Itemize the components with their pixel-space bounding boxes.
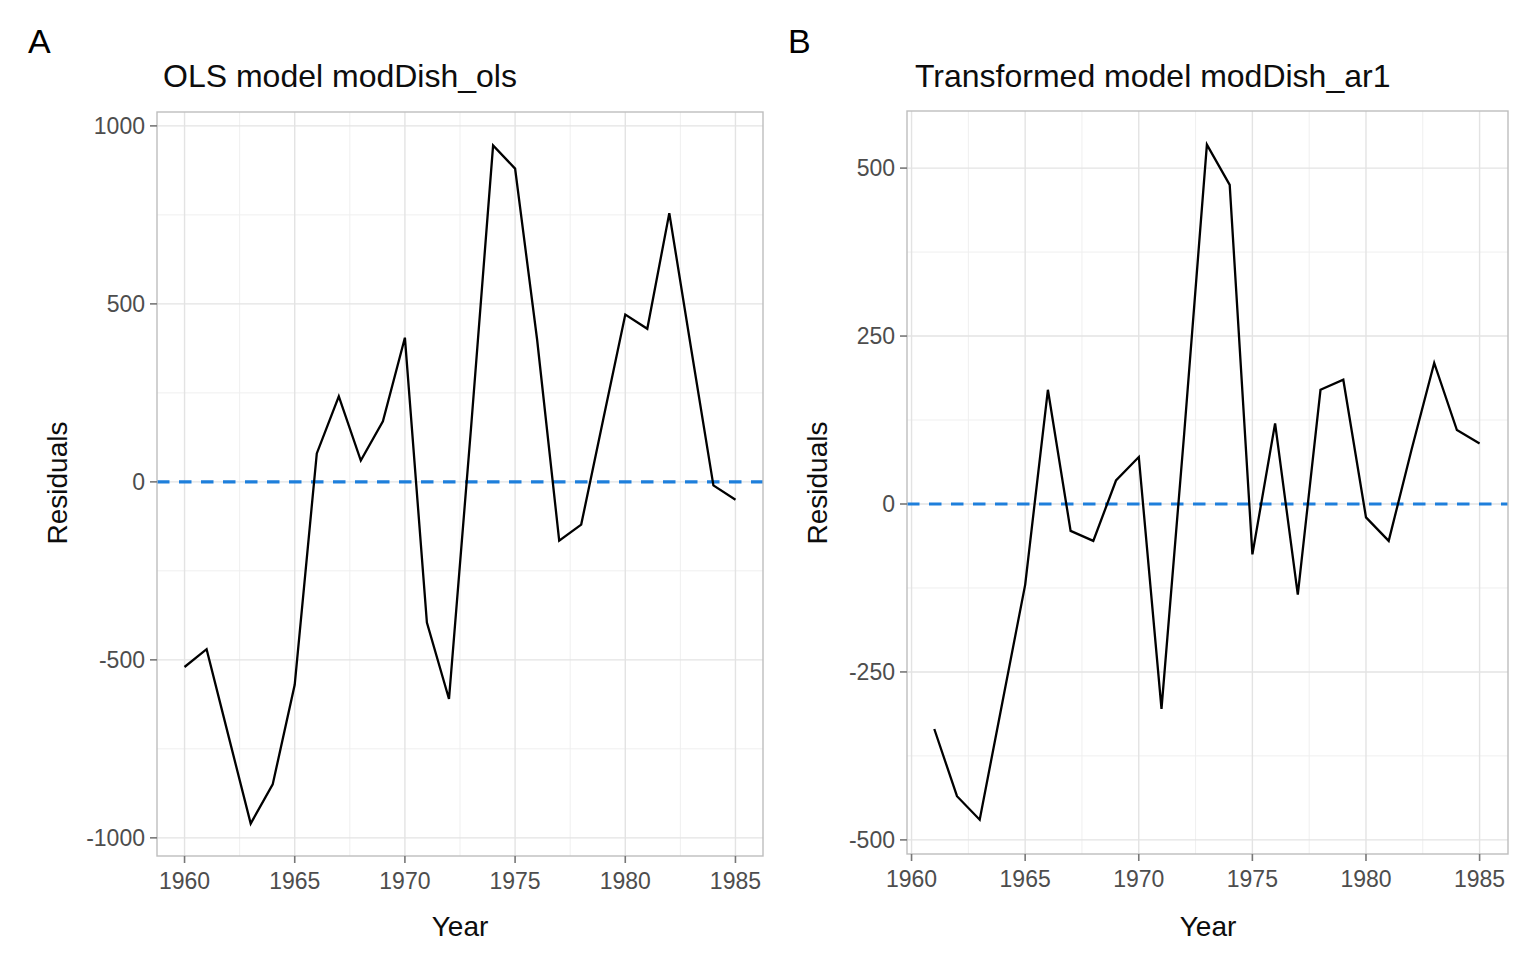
panel-b-xlabel: Year	[1180, 911, 1237, 943]
svg-text:1970: 1970	[379, 868, 430, 894]
svg-text:250: 250	[857, 323, 895, 349]
svg-text:1980: 1980	[600, 868, 651, 894]
svg-text:1980: 1980	[1340, 866, 1391, 892]
svg-text:1965: 1965	[269, 868, 320, 894]
svg-text:1960: 1960	[159, 868, 210, 894]
panel-a-tag: A	[28, 22, 51, 61]
svg-text:0: 0	[882, 491, 895, 517]
panel-a-ylabel: Residuals	[42, 422, 74, 545]
panel-b-title: Transformed model modDish_ar1	[915, 58, 1390, 95]
residual-charts-svg: 1960 1965 1970 1975 1980 1985 -1000 -500 0 500 100…	[0, 0, 1536, 960]
panel-b-ylabel: Residuals	[802, 422, 834, 545]
svg-text:1975: 1975	[490, 868, 541, 894]
svg-text:-1000: -1000	[86, 825, 145, 851]
svg-text:500: 500	[857, 155, 895, 181]
panel-b-tag: B	[788, 22, 811, 61]
svg-text:1960: 1960	[886, 866, 937, 892]
svg-text:-500: -500	[849, 827, 895, 853]
svg-text:0: 0	[132, 469, 145, 495]
figure-canvas: 1960 1965 1970 1975 1980 1985 -1000 -500 0 500 100…	[0, 0, 1536, 960]
svg-text:500: 500	[107, 291, 145, 317]
svg-text:1985: 1985	[710, 868, 761, 894]
svg-text:1985: 1985	[1454, 866, 1505, 892]
svg-text:-250: -250	[849, 659, 895, 685]
svg-text:1975: 1975	[1227, 866, 1278, 892]
svg-text:1965: 1965	[1000, 866, 1051, 892]
panel-a-title: OLS model modDish_ols	[163, 58, 517, 95]
panel-a-xlabel: Year	[432, 911, 489, 943]
svg-text:1970: 1970	[1113, 866, 1164, 892]
svg-text:1000: 1000	[94, 113, 145, 139]
svg-text:-500: -500	[99, 647, 145, 673]
